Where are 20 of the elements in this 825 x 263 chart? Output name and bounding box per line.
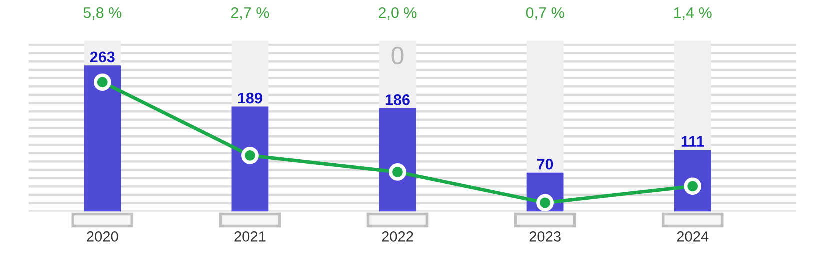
data-label: 1,4 %	[674, 8, 712, 20]
point	[389, 164, 406, 181]
data-label: 263	[90, 52, 115, 63]
point	[94, 74, 112, 92]
data-label: 0,7 %	[526, 7, 564, 20]
data-label: 5,8 %	[84, 7, 122, 20]
data-label: 111	[682, 136, 704, 147]
data-label: 189	[238, 92, 262, 104]
x-tick-label: 2021	[234, 232, 266, 242]
text: 0	[392, 46, 404, 65]
x-tick-label: 2022	[382, 232, 414, 242]
x-tick-label: 2023	[530, 232, 561, 242]
point	[242, 147, 259, 164]
data-label: 2,0 %	[378, 7, 417, 20]
data-label: 186	[386, 94, 410, 106]
data-label: 70	[537, 158, 554, 170]
point	[536, 194, 554, 212]
data-label: 2,7 %	[231, 7, 270, 20]
x-tick-label: 2024	[677, 232, 709, 242]
x-tick-label: 2020	[87, 232, 118, 242]
